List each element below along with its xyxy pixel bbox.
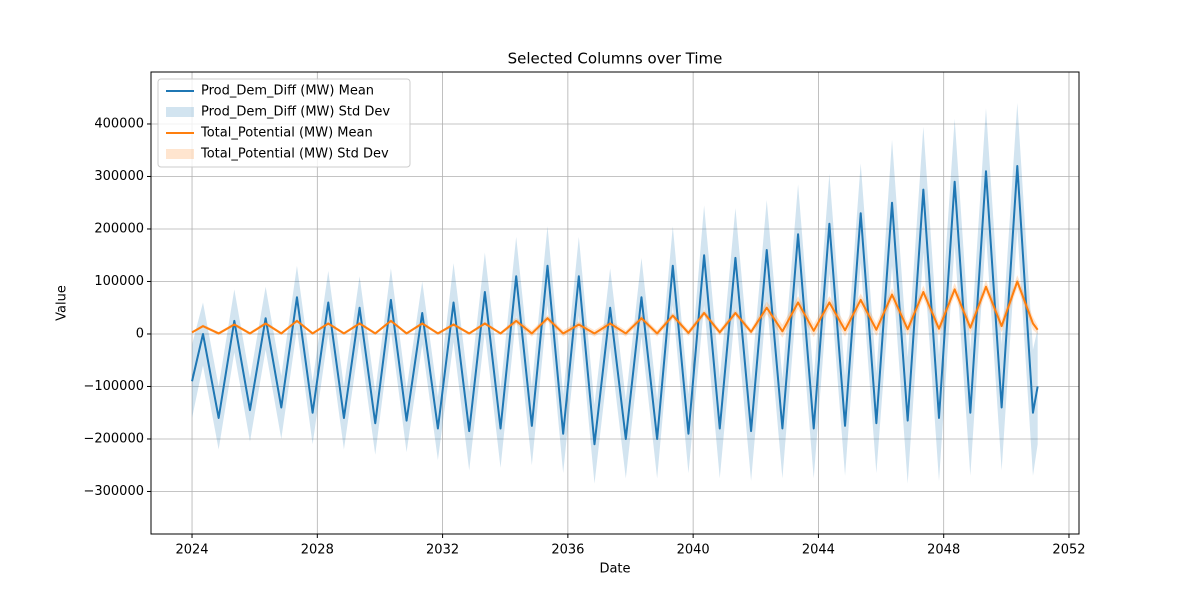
legend-box bbox=[157, 78, 411, 168]
x-axis-label: Date bbox=[599, 562, 630, 577]
y-tick-label: −300000 bbox=[83, 484, 144, 499]
x-tick-label: 2032 bbox=[426, 543, 459, 558]
x-tick-label: 2040 bbox=[677, 543, 710, 558]
legend-label: Prod_Dem_Diff (MW) Std Dev bbox=[201, 105, 390, 120]
legend-label: Total_Potential (MW) Mean bbox=[200, 126, 373, 141]
x-tick-label: 2052 bbox=[1052, 543, 1085, 558]
x-tick-label: 2036 bbox=[551, 543, 584, 558]
x-tick-label: 2028 bbox=[301, 543, 334, 558]
y-tick-label: 300000 bbox=[94, 169, 144, 184]
y-tick-label: −100000 bbox=[83, 379, 144, 394]
legend-label: Prod_Dem_Diff (MW) Mean bbox=[201, 84, 374, 99]
legend-patch bbox=[166, 107, 194, 117]
chart-title: Selected Columns over Time bbox=[508, 50, 723, 68]
legend-patch bbox=[166, 149, 194, 159]
x-tick-label: 2048 bbox=[927, 543, 960, 558]
y-tick-label: 400000 bbox=[94, 116, 144, 131]
x-tick-label: 2044 bbox=[802, 543, 835, 558]
legend: Prod_Dem_Diff (MW) Mean Prod_Dem_Diff (MW… bbox=[157, 78, 411, 168]
plot-frame bbox=[150, 71, 1080, 535]
mean-line bbox=[191, 280, 1039, 335]
legend-label: Total_Potential (MW) Std Dev bbox=[200, 147, 389, 162]
std-band bbox=[192, 102, 1038, 484]
y-tick-label: −200000 bbox=[83, 431, 144, 446]
mean-line bbox=[191, 164, 1039, 446]
y-tick-label: 100000 bbox=[94, 274, 144, 289]
y-tick-label: 0 bbox=[136, 326, 144, 341]
y-axis-label: Value bbox=[55, 285, 70, 321]
y-tick-label: 200000 bbox=[94, 221, 144, 236]
x-tick-label: 2024 bbox=[175, 543, 208, 558]
